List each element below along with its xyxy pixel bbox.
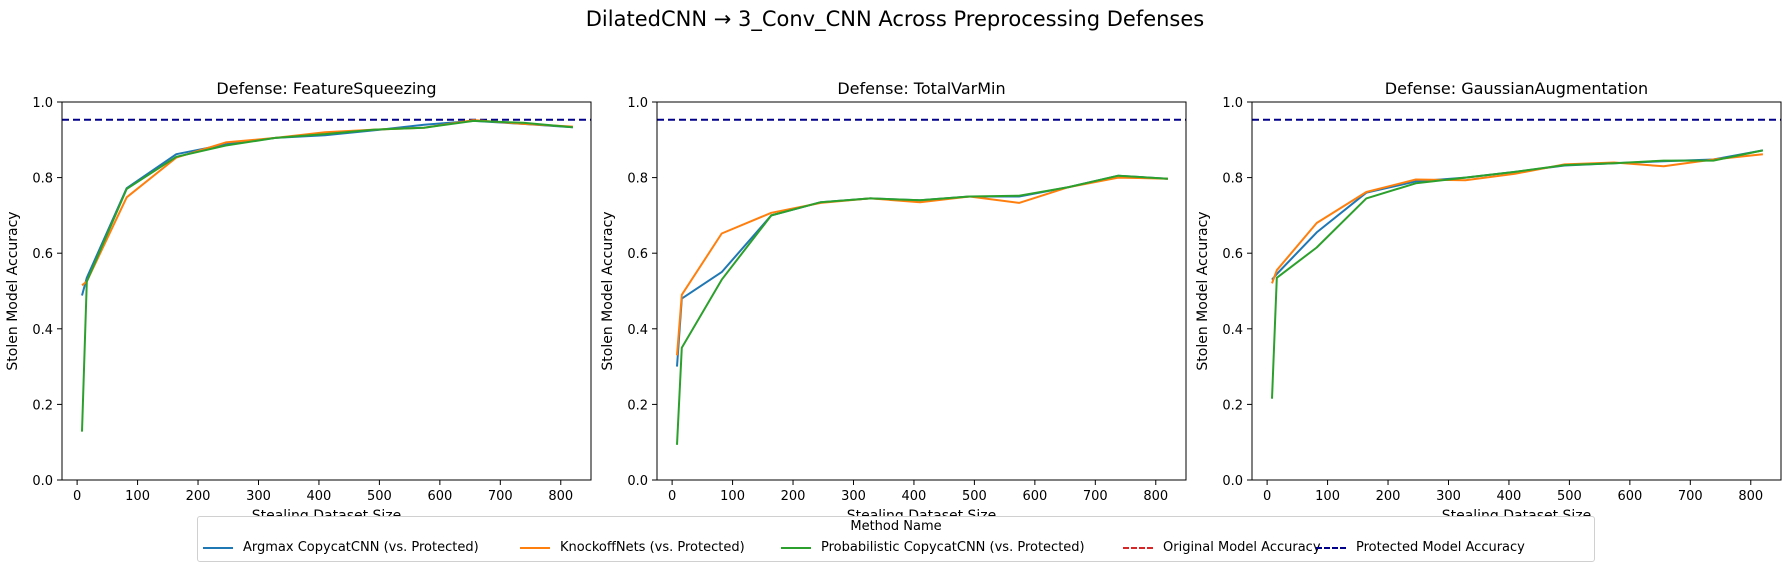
x-tick-label: 800 <box>1143 489 1168 504</box>
plot-area <box>62 102 591 480</box>
x-tick-label: 400 <box>1497 489 1522 504</box>
legend-swatch <box>1123 546 1153 549</box>
x-tick-label: 600 <box>1022 489 1047 504</box>
x-tick-label: 700 <box>488 489 513 504</box>
plot-frame <box>61 101 592 481</box>
y-tick-label: 1.0 <box>32 96 53 111</box>
y-tick-label: 0.4 <box>1222 323 1243 338</box>
chart-panel-2: Defense: TotalVarMin 0 100 200 300 400 500 600 7… <box>600 79 1187 524</box>
x-tick-label: 200 <box>186 489 211 504</box>
legend-item: Argmax CopycatCNN (vs. Protected) <box>203 540 479 558</box>
x-tick-label: 800 <box>548 489 573 504</box>
series-line <box>81 119 573 432</box>
x-tick-label: 100 <box>1315 489 1340 504</box>
x-tick-label: 700 <box>1678 489 1703 504</box>
legend-swatch <box>1316 546 1346 549</box>
x-tick-label: 0 <box>1263 489 1271 504</box>
x-tick-label: 200 <box>781 489 806 504</box>
chart-panel-1: Defense: FeatureSqueezing 0 100 200 300 400 50… <box>5 79 592 524</box>
x-tick-label: 300 <box>1436 489 1461 504</box>
y-axis-label: Stolen Model Accuracy <box>600 211 616 370</box>
x-tick-label: 500 <box>367 489 392 504</box>
y-tick-label: 0.8 <box>1222 172 1243 187</box>
y-tick-label: 0.0 <box>1222 474 1243 489</box>
y-tick-label: 0.4 <box>32 323 53 338</box>
series-line <box>1271 153 1764 284</box>
x-tick-label: 600 <box>427 489 452 504</box>
y-axis-label: Stolen Model Accuracy <box>5 211 21 370</box>
plot-frame <box>656 101 1187 481</box>
figure-title: DilatedCNN → 3_Conv_CNN Across Preproces… <box>586 7 1204 32</box>
x-tick-label: 500 <box>962 489 987 504</box>
y-tick-label: 1.0 <box>1222 96 1243 111</box>
legend-label: KnockoffNets (vs. Protected) <box>560 540 745 555</box>
x-tick-label: 0 <box>668 489 676 504</box>
chart-title: Defense: FeatureSqueezing <box>216 79 436 98</box>
x-tick-label: 100 <box>720 489 745 504</box>
x-tick-label: 300 <box>246 489 271 504</box>
chart-title: Defense: TotalVarMin <box>837 79 1005 98</box>
y-tick-label: 0.6 <box>32 247 53 262</box>
legend-item: Protected Model Accuracy <box>1316 540 1525 558</box>
chart-title: Defense: GaussianAugmentation <box>1385 79 1648 98</box>
legend: Method Name Argmax CopycatCNN (vs. Prote… <box>197 516 1595 562</box>
series-line <box>1271 149 1764 399</box>
x-tick-label: 200 <box>1376 489 1401 504</box>
y-tick-label: 0.8 <box>627 172 648 187</box>
y-tick-label: 0.8 <box>32 172 53 187</box>
legend-swatch <box>203 546 233 549</box>
y-tick-label: 0.6 <box>1222 247 1243 262</box>
legend-label: Argmax CopycatCNN (vs. Protected) <box>243 540 479 555</box>
legend-item: KnockoffNets (vs. Protected) <box>520 540 745 558</box>
y-tick-label: 0.0 <box>32 474 53 489</box>
chart-panel-3: Defense: GaussianAugmentation 0 100 200 300 4… <box>1195 79 1782 524</box>
x-tick-label: 100 <box>125 489 150 504</box>
legend-swatch <box>520 546 550 549</box>
x-tick-label: 600 <box>1617 489 1642 504</box>
legend-title: Method Name <box>850 519 942 534</box>
y-axis-label: Stolen Model Accuracy <box>1195 211 1211 370</box>
y-tick-label: 0.4 <box>627 323 648 338</box>
plot-area <box>657 102 1186 480</box>
x-tick-label: 800 <box>1738 489 1763 504</box>
x-tick-label: 400 <box>307 489 332 504</box>
y-tick-label: 1.0 <box>627 96 648 111</box>
x-tick-label: 700 <box>1083 489 1108 504</box>
legend-label: Protected Model Accuracy <box>1356 540 1525 555</box>
plot-area <box>1252 102 1781 480</box>
y-tick-label: 0.6 <box>627 247 648 262</box>
legend-item: Original Model Accuracy <box>1123 540 1321 558</box>
y-tick-label: 0.2 <box>627 398 648 413</box>
x-tick-label: 500 <box>1557 489 1582 504</box>
legend-label: Probabilistic CopycatCNN (vs. Protected) <box>821 540 1085 555</box>
plot-frame <box>1251 101 1782 481</box>
x-tick-label: 0 <box>73 489 81 504</box>
series-line <box>676 174 1168 445</box>
x-tick-label: 300 <box>841 489 866 504</box>
legend-swatch <box>781 546 811 549</box>
y-tick-label: 0.2 <box>1222 398 1243 413</box>
x-tick-label: 400 <box>902 489 927 504</box>
legend-item: Probabilistic CopycatCNN (vs. Protected) <box>781 540 1085 558</box>
y-tick-label: 0.2 <box>32 398 53 413</box>
legend-label: Original Model Accuracy <box>1163 540 1321 555</box>
y-tick-label: 0.0 <box>627 474 648 489</box>
